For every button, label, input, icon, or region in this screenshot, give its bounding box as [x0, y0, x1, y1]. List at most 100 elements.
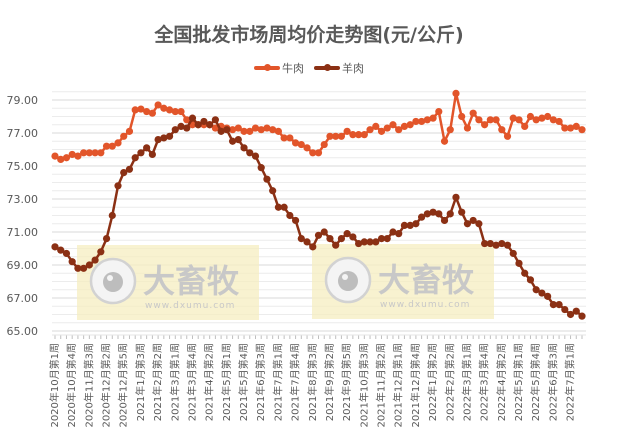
data-point[interactable] [435, 107, 443, 116]
data-point[interactable] [481, 239, 489, 248]
data-point[interactable] [423, 116, 431, 124]
data-point[interactable] [469, 109, 477, 117]
data-point[interactable] [561, 305, 569, 314]
data-point[interactable] [309, 243, 317, 251]
data-point[interactable] [463, 220, 472, 228]
data-point[interactable] [515, 259, 523, 267]
data-point[interactable] [446, 126, 454, 134]
data-point[interactable] [154, 101, 162, 109]
data-point[interactable] [125, 165, 134, 173]
data-point[interactable] [360, 238, 368, 246]
data-point[interactable] [572, 307, 580, 315]
data-point[interactable] [177, 122, 185, 130]
data-point[interactable] [188, 114, 197, 122]
data-point[interactable] [280, 203, 288, 211]
data-point[interactable] [561, 124, 569, 132]
data-point[interactable] [343, 230, 351, 238]
data-point[interactable] [475, 116, 483, 124]
data-point[interactable] [429, 114, 437, 122]
data-point[interactable] [246, 149, 254, 157]
data-point[interactable] [498, 239, 506, 248]
data-point[interactable] [326, 235, 334, 243]
data-point[interactable] [566, 310, 575, 319]
data-point[interactable] [286, 211, 294, 220]
data-point[interactable] [532, 116, 540, 124]
data-point[interactable] [578, 126, 586, 134]
data-point[interactable] [566, 124, 575, 132]
data-point[interactable] [148, 150, 156, 159]
data-point[interactable] [406, 221, 414, 229]
data-point[interactable] [297, 235, 305, 243]
data-point[interactable] [492, 241, 500, 249]
data-point[interactable] [183, 116, 191, 124]
data-point[interactable] [91, 149, 99, 157]
data-point[interactable] [354, 131, 363, 139]
legend-item-mutton[interactable]: 羊肉 [314, 60, 364, 76]
data-point[interactable] [200, 117, 208, 126]
data-point[interactable] [165, 106, 174, 114]
data-point[interactable] [469, 216, 477, 225]
data-point[interactable] [97, 149, 105, 157]
data-point[interactable] [555, 301, 563, 309]
data-point[interactable] [532, 286, 540, 294]
data-point[interactable] [120, 132, 128, 140]
data-point[interactable] [366, 126, 374, 134]
data-point[interactable] [383, 235, 391, 243]
data-point[interactable] [337, 235, 346, 243]
legend-item-beef[interactable]: 牛肉 [254, 60, 304, 76]
data-point[interactable] [160, 134, 168, 142]
data-point[interactable] [228, 126, 237, 134]
data-point[interactable] [131, 154, 139, 162]
data-point[interactable] [137, 149, 145, 157]
data-point[interactable] [389, 121, 397, 129]
data-point[interactable] [320, 140, 328, 149]
data-point[interactable] [481, 121, 489, 129]
data-point[interactable] [372, 122, 380, 130]
data-point[interactable] [544, 112, 552, 121]
data-point[interactable] [372, 238, 380, 246]
data-point[interactable] [395, 126, 403, 134]
data-point[interactable] [240, 127, 248, 135]
data-point[interactable] [263, 175, 271, 183]
data-point[interactable] [297, 140, 305, 149]
data-point[interactable] [57, 246, 65, 254]
data-point[interactable] [492, 116, 500, 124]
data-point[interactable] [544, 292, 552, 300]
data-point[interactable] [303, 144, 311, 152]
data-point[interactable] [503, 241, 512, 249]
data-point[interactable] [309, 149, 317, 157]
data-point[interactable] [51, 243, 59, 251]
data-point[interactable] [446, 210, 454, 218]
data-point[interactable] [377, 235, 386, 243]
data-point[interactable] [360, 131, 368, 139]
data-point[interactable] [91, 256, 99, 264]
data-point[interactable] [234, 136, 242, 144]
data-point[interactable] [572, 122, 580, 130]
data-point[interactable] [400, 122, 409, 130]
data-point[interactable] [148, 109, 156, 117]
data-point[interactable] [406, 121, 414, 129]
data-point[interactable] [85, 261, 93, 269]
data-point[interactable] [280, 134, 288, 142]
data-point[interactable] [538, 289, 546, 297]
data-point[interactable] [475, 220, 483, 228]
data-point[interactable] [269, 126, 277, 134]
data-point[interactable] [114, 139, 122, 147]
data-point[interactable] [165, 132, 174, 140]
data-point[interactable] [412, 220, 420, 228]
data-point[interactable] [486, 116, 494, 124]
data-point[interactable] [503, 132, 512, 140]
data-point[interactable] [183, 124, 191, 132]
data-point[interactable] [137, 105, 145, 113]
data-point[interactable] [526, 276, 535, 284]
data-point[interactable] [440, 216, 449, 225]
data-point[interactable] [240, 144, 248, 152]
data-point[interactable] [354, 239, 363, 248]
data-point[interactable] [80, 264, 88, 272]
data-point[interactable] [223, 126, 231, 134]
data-point[interactable] [463, 124, 472, 132]
data-point[interactable] [521, 122, 529, 130]
data-point[interactable] [57, 155, 65, 163]
data-point[interactable] [108, 142, 116, 150]
data-point[interactable] [74, 264, 82, 272]
